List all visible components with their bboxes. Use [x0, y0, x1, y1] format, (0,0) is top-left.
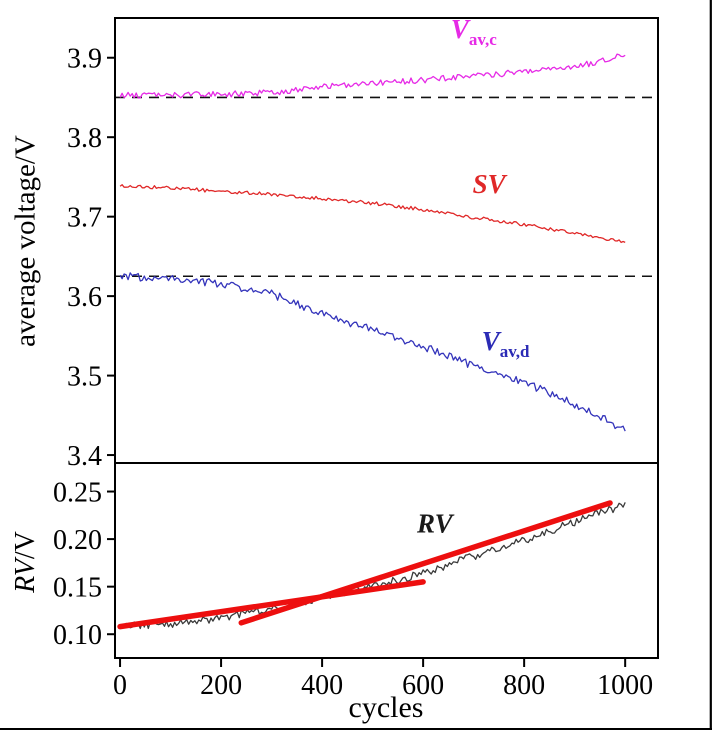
panel-bottom: 0.10 0.15 0.20 0.25 RV 0 200 400 600 800 1000 — [53, 462, 659, 701]
x-tick-label: 200 — [200, 670, 242, 701]
y-tick-label: 0.20 — [53, 525, 102, 556]
panel-border-top — [114, 17, 659, 464]
x-tick-label: 0 — [113, 670, 127, 701]
x-tick-label: 800 — [503, 670, 545, 701]
x-axis-label: cycles — [348, 691, 424, 724]
series-rv — [119, 502, 626, 630]
annotation-rv: RV — [416, 508, 455, 538]
panel-top: 3.4 3.5 3.6 3.7 3.8 3.9 Vav,c SV Vav,d — [67, 14, 659, 472]
y-axis-label-bottom: RV/V — [10, 531, 42, 593]
series-vavc — [119, 53, 626, 99]
y-axis-label-bottom-rest: /V — [10, 531, 41, 560]
y-axis-label-bottom-italic: RV — [10, 559, 41, 593]
x-tick-label: 600 — [402, 670, 444, 701]
panel-border-bottom — [114, 462, 659, 659]
y-tick-label: 3.6 — [67, 282, 102, 313]
y-tick-label: 3.4 — [67, 441, 102, 472]
annotation-vavd: Vav,d — [482, 326, 530, 361]
series-sv — [119, 184, 626, 244]
trend-line-2 — [238, 500, 613, 626]
y-tick-label: 3.7 — [67, 203, 102, 234]
series-vavd — [119, 272, 626, 432]
y-tick-label: 3.8 — [67, 123, 102, 154]
annotation-sv: SV — [473, 169, 508, 199]
y-axis-label-top: average voltage/V — [10, 135, 43, 347]
y-tick-label: 0.15 — [53, 573, 102, 604]
y-tick-label: 0.10 — [53, 620, 102, 651]
annotation-vavc: Vav,c — [451, 14, 497, 49]
y-tick-label: 3.5 — [67, 362, 102, 393]
y-tick-label: 3.9 — [67, 44, 102, 75]
y-tick-label: 0.25 — [53, 478, 102, 509]
x-tick-label: 400 — [301, 670, 343, 701]
trend-line-1 — [117, 579, 426, 630]
x-tick-label: 1000 — [597, 670, 653, 701]
y-axis-label-top-text: average voltage/V — [9, 135, 42, 347]
